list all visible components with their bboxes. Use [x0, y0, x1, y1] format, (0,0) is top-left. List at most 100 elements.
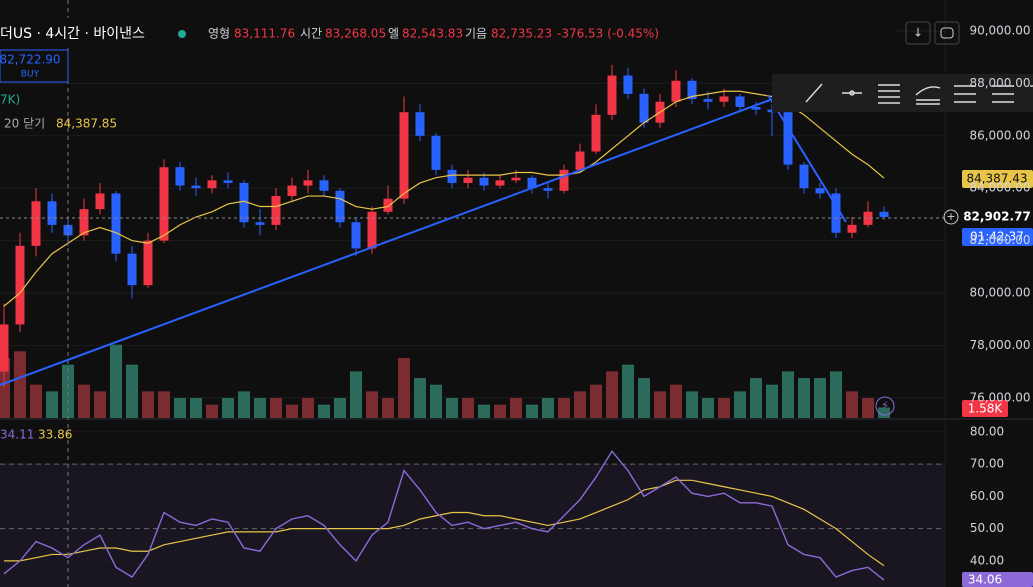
candle-body — [415, 112, 425, 136]
volume-bar — [222, 398, 234, 418]
rsi-badge-text: 34.06 — [968, 573, 1002, 587]
volume-bar — [334, 398, 346, 418]
volume-bar — [638, 378, 650, 418]
candle-body — [351, 222, 361, 249]
countdown-badge — [962, 228, 1033, 246]
volume-bar — [350, 371, 362, 418]
volume-bar — [734, 391, 746, 418]
trend-line — [767, 94, 847, 223]
ohlc-label: 영형 — [208, 27, 230, 41]
alert-icon[interactable] — [875, 396, 895, 416]
candle-body — [367, 211, 377, 249]
volume-badge-text: 1.58K — [968, 402, 1004, 416]
volume-bar — [382, 398, 394, 418]
icon: ↓ — [913, 26, 923, 40]
volume-bar — [558, 398, 570, 418]
candle-body — [335, 190, 345, 223]
reset-button[interactable] — [934, 21, 960, 45]
volume-bar — [702, 398, 714, 418]
rsi-tick-label: 70.00 — [970, 457, 1004, 471]
header-bg — [0, 18, 895, 48]
candle-body — [255, 222, 265, 225]
candle-body — [79, 209, 89, 236]
rsi-tick-label: 40.00 — [970, 553, 1004, 567]
last-badge-text: 82,902.77 — [963, 210, 1031, 224]
volume-bar — [750, 378, 762, 418]
volume-bar — [174, 398, 186, 418]
ohlc-value: 83,268.05 — [325, 27, 386, 41]
volume-bar — [798, 378, 810, 418]
candle-body — [127, 253, 137, 286]
volume-bar — [622, 364, 634, 418]
ohlc-value: 83,111.76 — [234, 27, 295, 41]
candle-body — [559, 169, 569, 191]
candle-body — [223, 180, 233, 183]
volume-bar — [270, 398, 282, 418]
candle-body — [671, 80, 681, 102]
candle-body — [543, 188, 553, 191]
volume-bar — [814, 378, 826, 418]
volume-bar — [46, 391, 58, 418]
volume-bar — [238, 391, 250, 418]
ma-value: 84,387.85 — [56, 117, 117, 131]
volume-bar — [286, 404, 298, 418]
candle-body — [15, 245, 25, 325]
y-tick-label: 86,000.00 — [969, 128, 1030, 142]
add-button[interactable] — [943, 209, 959, 225]
candle-body — [143, 240, 153, 286]
volume-bar — [542, 398, 554, 418]
buy-box[interactable] — [0, 49, 69, 83]
volume-bar — [830, 371, 842, 418]
candle-body — [447, 169, 457, 183]
volume-bar — [878, 407, 890, 418]
candle-body — [863, 211, 873, 225]
candle-body — [751, 106, 761, 110]
ohlc-value: 82,735.23 — [491, 27, 552, 41]
volume-bar — [398, 358, 410, 418]
ohlc-value: 82,543.83 — [402, 27, 463, 41]
volume-bar — [206, 404, 218, 418]
candle-body — [31, 201, 41, 246]
volume-bar — [158, 391, 170, 418]
scroll-button[interactable] — [905, 21, 931, 45]
volume-bar — [446, 398, 458, 418]
y-tick-label: 84,000.00 — [969, 181, 1030, 195]
ohlc-label: 시간 — [300, 27, 322, 41]
rsi-line — [3, 450, 885, 581]
volume-bar — [126, 364, 138, 418]
volume-bar — [318, 404, 330, 418]
volume-bar — [254, 398, 266, 418]
icon: ⚡ — [881, 399, 889, 412]
candle-body — [95, 193, 105, 210]
ma-badge — [962, 170, 1033, 188]
volume-bar — [670, 384, 682, 418]
candle-body — [879, 211, 889, 217]
volume-bar — [414, 378, 426, 418]
rsi-ma-value: 33.86 — [38, 428, 72, 442]
rsi-band — [0, 464, 945, 587]
volume-bar — [606, 371, 618, 418]
candle-body — [639, 93, 649, 123]
volume-bar — [510, 398, 522, 418]
candle-body — [783, 112, 793, 165]
candle-body — [47, 201, 57, 225]
icon: + — [946, 210, 955, 223]
candle-body — [687, 80, 697, 100]
ohlc-label: 기음 — [465, 27, 487, 41]
candle-body — [63, 224, 73, 236]
volume-bar — [366, 391, 378, 418]
change: -376.53 (-0.45%) — [557, 27, 659, 41]
candle-body — [607, 75, 617, 115]
volume-bar — [686, 391, 698, 418]
volume-bar — [574, 391, 586, 418]
trend-line — [0, 99, 771, 386]
volume-bar — [462, 398, 474, 418]
volume-bar — [62, 364, 74, 418]
volume-bar — [478, 404, 490, 418]
y-tick-label: 82,000.00 — [969, 233, 1030, 247]
volume-bar — [78, 384, 90, 418]
last-badge — [962, 208, 1033, 226]
volume-bar — [654, 391, 666, 418]
candle-body — [191, 185, 201, 189]
y-tick-label: 80,000.00 — [969, 285, 1030, 299]
